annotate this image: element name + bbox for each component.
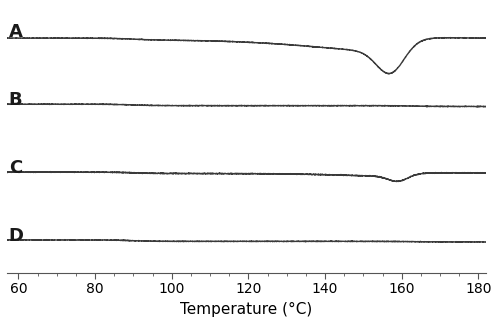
- Text: A: A: [9, 23, 22, 41]
- Text: D: D: [9, 227, 24, 245]
- Text: C: C: [9, 159, 22, 177]
- Text: B: B: [9, 91, 22, 109]
- X-axis label: Temperature (°C): Temperature (°C): [180, 302, 312, 317]
